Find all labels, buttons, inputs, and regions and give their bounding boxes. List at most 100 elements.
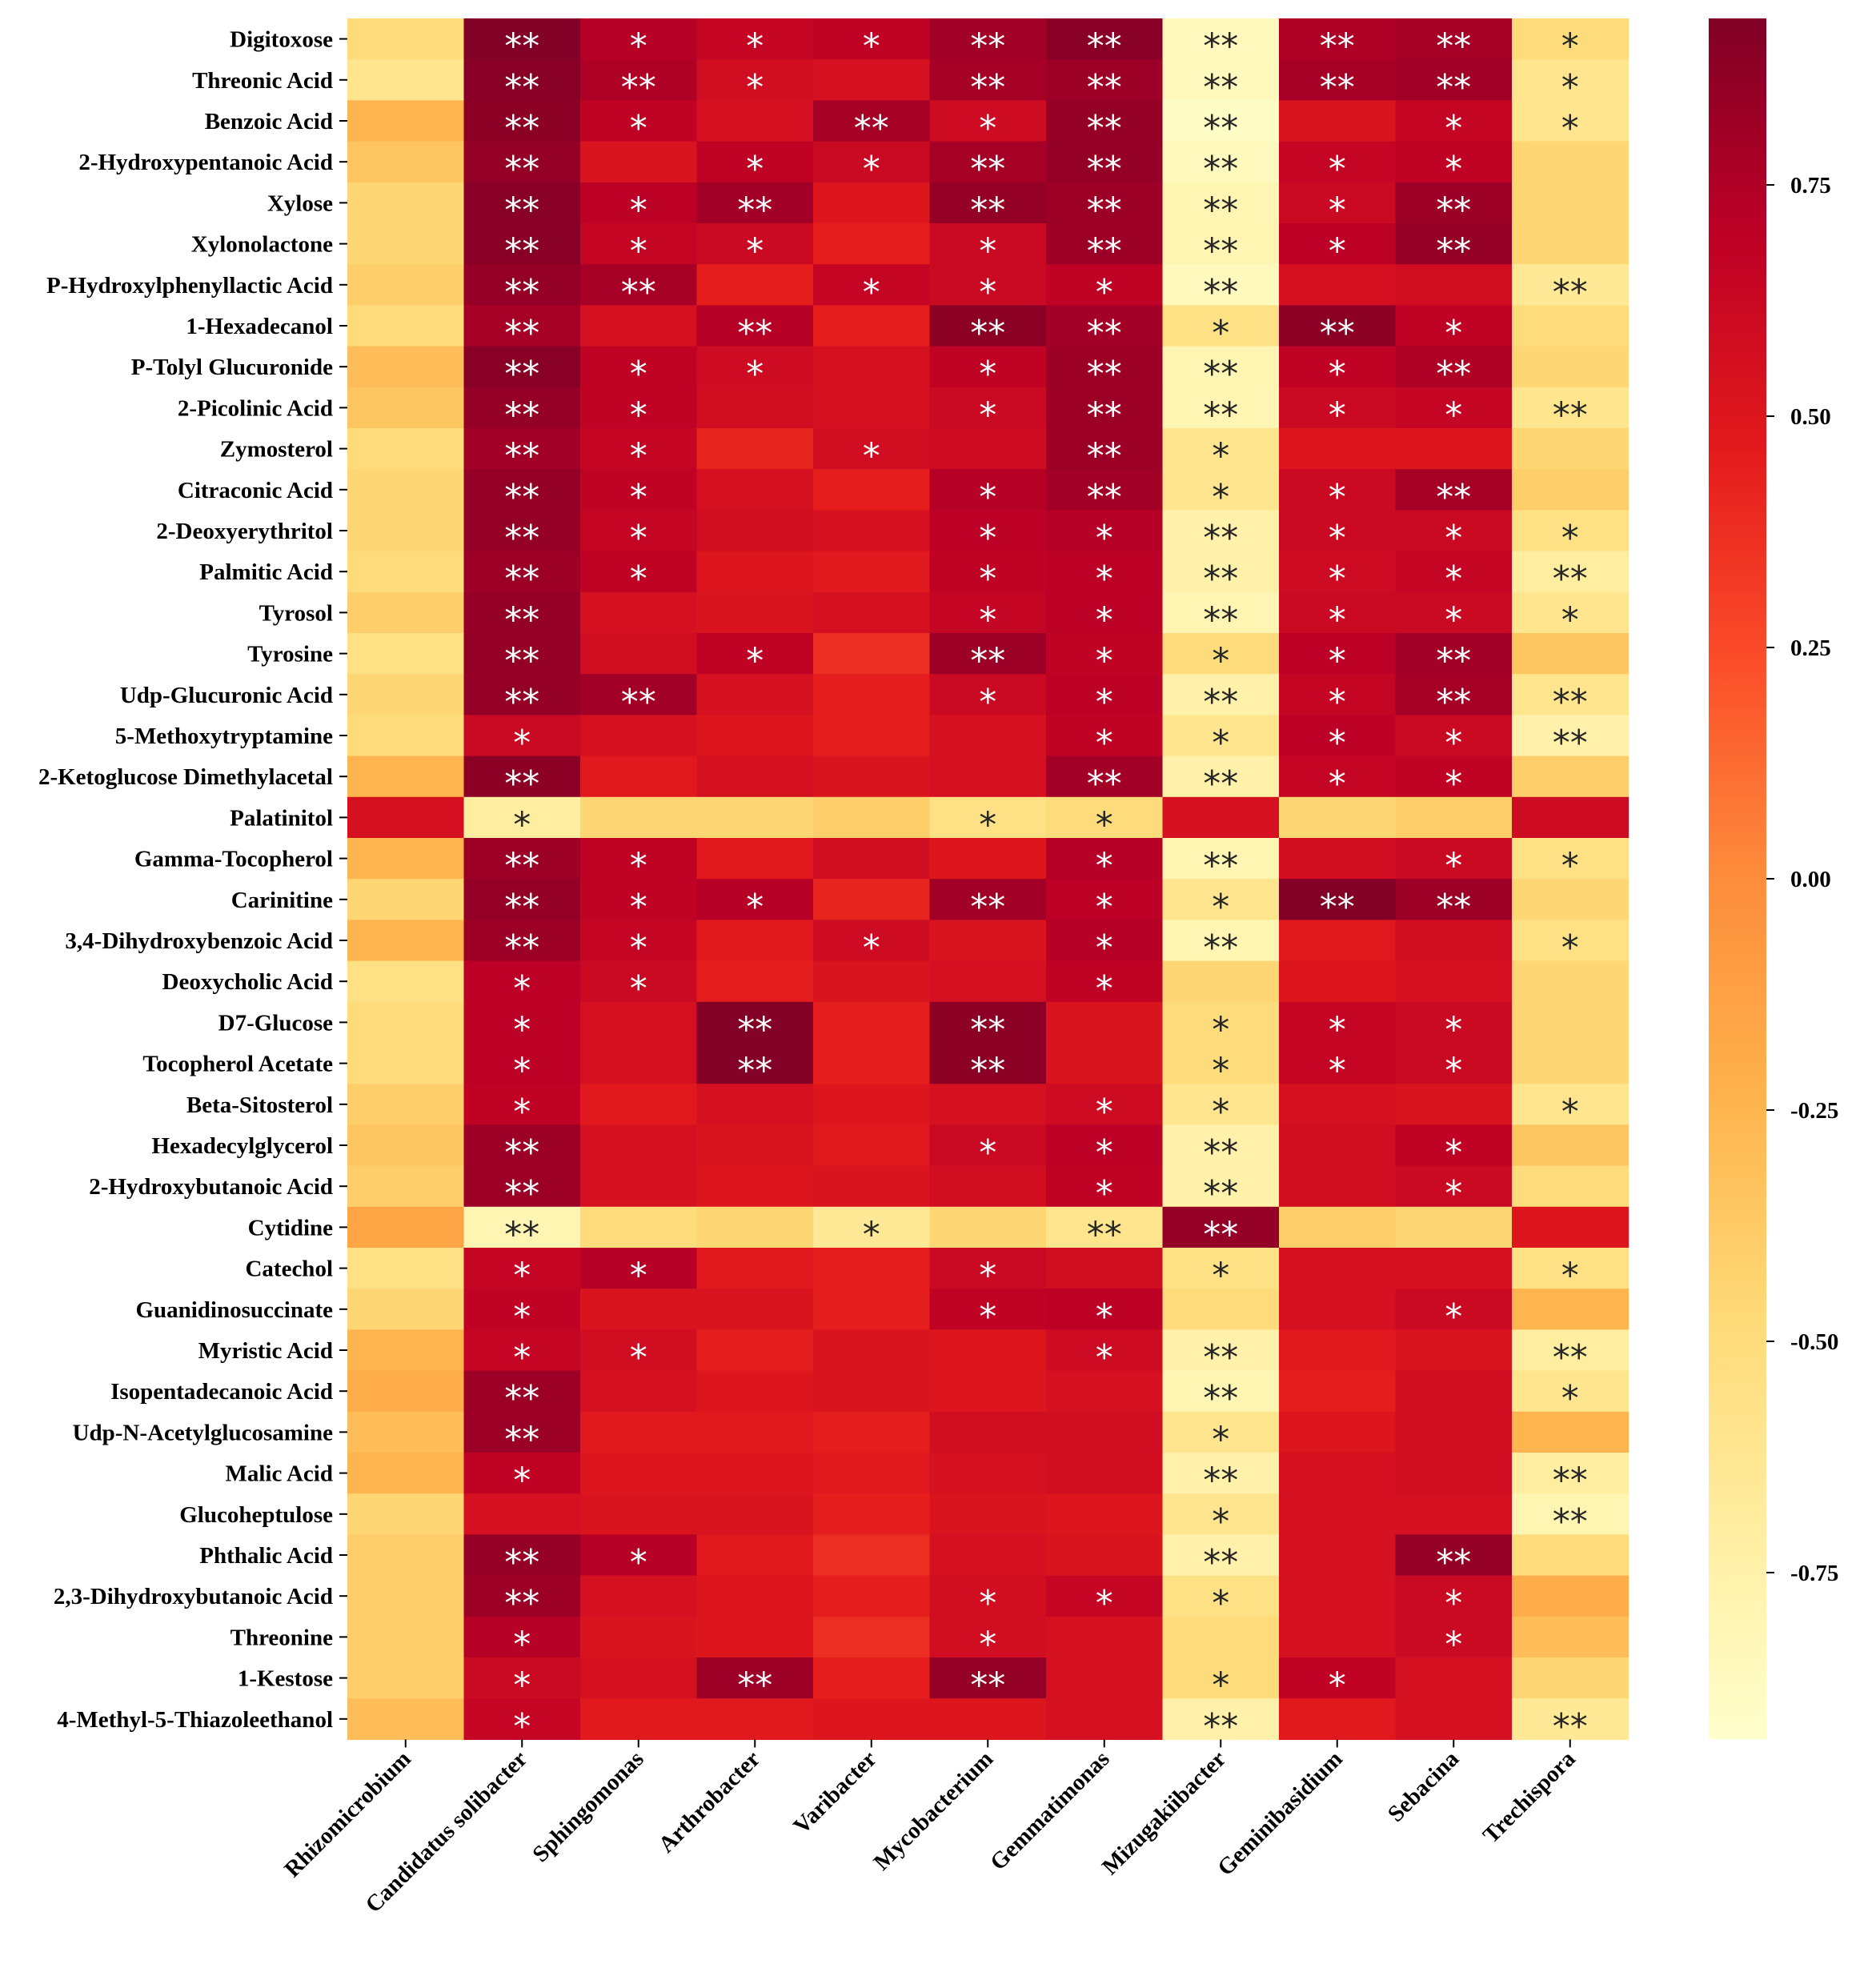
heatmap-cell <box>347 223 465 265</box>
significance-marker: ** <box>737 1665 772 1706</box>
heatmap-cell <box>696 59 814 101</box>
significance-marker: * <box>1561 846 1579 887</box>
heatmap-cell <box>929 1329 1047 1372</box>
heatmap-cell <box>1046 756 1164 798</box>
heatmap-cell <box>347 1084 465 1125</box>
significance-marker: * <box>1329 641 1346 682</box>
significance-marker: ** <box>1436 26 1471 67</box>
heatmap-cell <box>1512 756 1629 798</box>
heatmap-cell <box>1046 1370 1164 1413</box>
row-labels: Digitoxose Threonic Acid Benzoic Acid 2-Hyd… <box>38 27 333 1733</box>
significance-marker: ** <box>1436 641 1471 682</box>
heatmap-cell <box>1395 428 1513 470</box>
heatmap-cell <box>1279 1248 1397 1289</box>
heatmap-cell <box>1395 387 1513 429</box>
heatmap-cell <box>1395 100 1513 142</box>
heatmap-cell <box>929 305 1047 347</box>
heatmap-cell <box>1162 633 1280 675</box>
heatmap-cell <box>1162 591 1280 634</box>
heatmap-cell <box>347 346 465 388</box>
significance-marker: * <box>630 354 647 395</box>
significance-marker: * <box>1561 67 1579 108</box>
heatmap-cell <box>1162 59 1280 101</box>
heatmap-cell <box>1162 1001 1280 1044</box>
heatmap-cell <box>1395 551 1513 593</box>
significance-marker: ** <box>1087 1214 1122 1255</box>
significance-marker: ** <box>1087 108 1122 149</box>
row-label: 4-Methyl-5-Thiazoleethanol <box>57 1707 333 1733</box>
significance-marker: * <box>1096 846 1113 887</box>
heatmap-cell <box>929 756 1047 798</box>
significance-marker: ** <box>970 26 1005 67</box>
significance-marker: * <box>863 26 880 67</box>
heatmap-cell <box>1279 305 1397 347</box>
significance-marker: ** <box>737 1051 772 1092</box>
heatmap-cell <box>813 1657 931 1699</box>
heatmap-cell <box>1512 1289 1629 1330</box>
heatmap-cell <box>1162 1575 1280 1617</box>
heatmap-cell <box>929 1084 1047 1125</box>
heatmap-cell <box>813 346 931 388</box>
heatmap-cell <box>1512 674 1629 715</box>
significance-marker: * <box>1096 804 1113 845</box>
heatmap-cell <box>1162 1616 1280 1658</box>
heatmap-cell <box>1512 1084 1629 1125</box>
heatmap-cell <box>929 591 1047 634</box>
significance-marker: * <box>513 1461 531 1501</box>
heatmap-cell <box>929 223 1047 265</box>
heatmap-cell <box>696 305 814 347</box>
heatmap-cell <box>1162 551 1280 593</box>
heatmap-cell <box>1395 1493 1513 1535</box>
heatmap-cell <box>1046 551 1164 593</box>
significance-marker: * <box>630 436 647 477</box>
significance-marker: * <box>630 559 647 599</box>
heatmap-cell <box>1279 879 1397 920</box>
significance-marker: * <box>1329 477 1346 518</box>
heatmap-cell <box>1512 591 1629 634</box>
heatmap-cell <box>1395 141 1513 183</box>
significance-marker: * <box>1329 1665 1346 1706</box>
heatmap-cell <box>929 1657 1047 1699</box>
heatmap-cell <box>347 715 465 757</box>
heatmap-cell <box>580 756 698 798</box>
heatmap-cell <box>580 920 698 962</box>
significance-marker: ** <box>504 354 539 395</box>
heatmap-cell <box>347 1289 465 1330</box>
significance-marker: * <box>513 1297 531 1337</box>
heatmap-cell <box>347 591 465 634</box>
heatmap-cell <box>696 1165 814 1208</box>
significance-marker: * <box>513 1337 531 1378</box>
significance-marker: ** <box>1553 395 1588 435</box>
heatmap-cell <box>1046 960 1164 1003</box>
heatmap-cell <box>813 879 931 920</box>
heatmap-cell <box>347 1698 465 1740</box>
heatmap-cell <box>696 1289 814 1330</box>
heatmap-cell <box>1162 264 1280 306</box>
significance-marker: ** <box>1553 723 1588 764</box>
significance-marker: ** <box>504 846 539 887</box>
significance-marker: * <box>746 887 764 928</box>
row-label: Palmitic Acid <box>199 559 333 585</box>
significance-marker: * <box>1212 641 1229 682</box>
heatmap-cell <box>1162 960 1280 1003</box>
heatmap-cell <box>813 18 931 60</box>
significance-marker: * <box>979 559 996 599</box>
heatmap-cell <box>580 100 698 142</box>
heatmap-cell <box>1395 469 1513 511</box>
heatmap-cell <box>1162 1124 1280 1167</box>
heatmap-cell <box>463 838 581 880</box>
significance-marker: * <box>1096 1297 1113 1337</box>
heatmap-cell <box>1279 1616 1397 1658</box>
heatmap-cell <box>1395 182 1513 224</box>
colorbar-tick-label: 0.25 <box>1790 635 1831 661</box>
heatmap-cell <box>929 1453 1047 1494</box>
significance-marker: * <box>863 1214 880 1255</box>
heatmap-cell <box>347 960 465 1003</box>
heatmap-cell <box>1395 223 1513 265</box>
heatmap-cell <box>463 305 581 347</box>
heatmap-cell <box>580 1534 698 1577</box>
colorbar <box>1709 18 1766 1739</box>
significance-marker: ** <box>504 1132 539 1173</box>
significance-marker: * <box>1096 641 1113 682</box>
